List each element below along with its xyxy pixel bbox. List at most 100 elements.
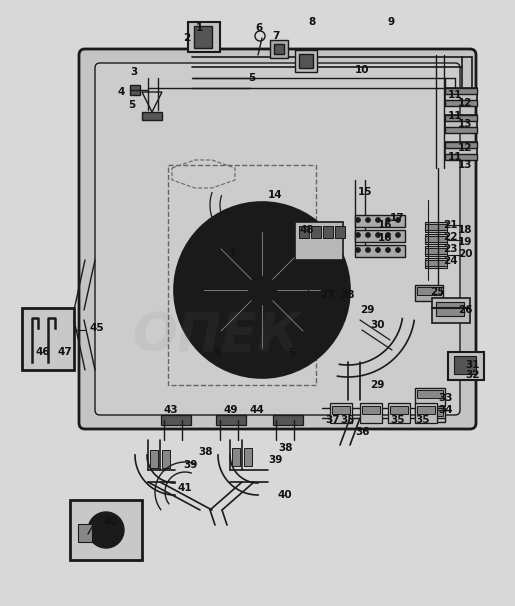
Bar: [445, 88, 477, 106]
Bar: [78, 524, 92, 542]
Text: 19: 19: [458, 237, 472, 247]
Bar: [388, 403, 410, 423]
Text: 35: 35: [415, 415, 430, 425]
Circle shape: [396, 218, 401, 222]
Bar: [445, 88, 477, 94]
Bar: [22, 308, 74, 370]
Text: 2: 2: [183, 33, 190, 43]
Text: 5: 5: [128, 100, 135, 110]
Text: 12: 12: [458, 143, 472, 153]
Bar: [274, 44, 284, 54]
Text: 15: 15: [358, 187, 372, 197]
FancyBboxPatch shape: [79, 49, 476, 429]
Text: 30: 30: [370, 320, 385, 330]
Text: 24: 24: [443, 256, 458, 266]
Bar: [299, 54, 313, 68]
Bar: [168, 165, 316, 385]
Circle shape: [88, 512, 124, 548]
Bar: [332, 406, 350, 414]
Bar: [445, 115, 477, 121]
Bar: [161, 415, 191, 425]
FancyBboxPatch shape: [95, 63, 460, 415]
Circle shape: [174, 202, 350, 378]
Bar: [323, 226, 333, 238]
Text: 22: 22: [443, 232, 457, 242]
Text: 20: 20: [458, 249, 472, 259]
Text: 25: 25: [430, 287, 444, 297]
Text: 42: 42: [103, 517, 117, 527]
Bar: [390, 406, 408, 414]
Text: 7: 7: [272, 31, 279, 41]
Text: 49: 49: [223, 405, 237, 415]
Text: 32: 32: [465, 370, 479, 380]
Text: 46: 46: [35, 347, 49, 357]
Bar: [130, 85, 140, 95]
Bar: [355, 230, 405, 242]
Bar: [415, 408, 445, 422]
Bar: [299, 226, 309, 238]
Bar: [454, 356, 476, 374]
Bar: [355, 245, 405, 257]
Text: 28: 28: [340, 290, 354, 300]
Text: 38: 38: [278, 443, 293, 453]
Bar: [232, 448, 240, 466]
Text: 11: 11: [448, 90, 462, 100]
Bar: [448, 352, 484, 380]
Bar: [445, 115, 477, 133]
Circle shape: [250, 278, 274, 302]
Bar: [425, 222, 447, 232]
Text: 8: 8: [308, 17, 315, 27]
Bar: [417, 406, 435, 414]
Text: 26: 26: [458, 305, 472, 315]
Bar: [244, 448, 252, 466]
Text: 5: 5: [288, 348, 295, 358]
Circle shape: [396, 247, 401, 253]
Bar: [417, 410, 443, 416]
Bar: [311, 226, 321, 238]
Bar: [417, 287, 441, 295]
Bar: [308, 288, 324, 298]
Circle shape: [375, 218, 381, 222]
Bar: [335, 226, 345, 238]
Text: 5: 5: [248, 73, 255, 83]
Bar: [445, 142, 477, 148]
Text: 48: 48: [300, 225, 315, 235]
Text: 5: 5: [213, 348, 220, 358]
Text: 14: 14: [268, 190, 283, 200]
Text: 37: 37: [325, 415, 339, 425]
Text: 40: 40: [278, 490, 293, 500]
Bar: [425, 236, 447, 242]
Bar: [355, 215, 405, 227]
Circle shape: [386, 247, 390, 253]
Bar: [425, 246, 447, 256]
Bar: [142, 112, 162, 120]
Text: 23: 23: [443, 244, 457, 254]
Text: 16: 16: [378, 233, 392, 243]
Circle shape: [396, 233, 401, 238]
Text: 44: 44: [250, 405, 265, 415]
Circle shape: [355, 233, 360, 238]
Bar: [425, 260, 447, 266]
Circle shape: [375, 247, 381, 253]
Bar: [362, 406, 380, 414]
Text: 4: 4: [118, 87, 125, 97]
Bar: [445, 100, 477, 106]
Text: 39: 39: [268, 455, 282, 465]
Text: 29: 29: [370, 380, 384, 390]
Bar: [70, 500, 142, 560]
Bar: [425, 224, 447, 230]
Text: 35: 35: [390, 415, 404, 425]
Text: 38: 38: [198, 447, 213, 457]
Bar: [445, 127, 477, 133]
Bar: [432, 298, 470, 323]
Circle shape: [366, 218, 370, 222]
Text: 7: 7: [228, 249, 235, 259]
Bar: [415, 388, 445, 406]
Bar: [188, 22, 220, 52]
Text: 11: 11: [448, 111, 462, 121]
Bar: [194, 26, 212, 48]
Text: 13: 13: [458, 160, 472, 170]
Bar: [415, 403, 437, 423]
Text: 10: 10: [355, 65, 369, 75]
Text: 6: 6: [255, 23, 262, 33]
